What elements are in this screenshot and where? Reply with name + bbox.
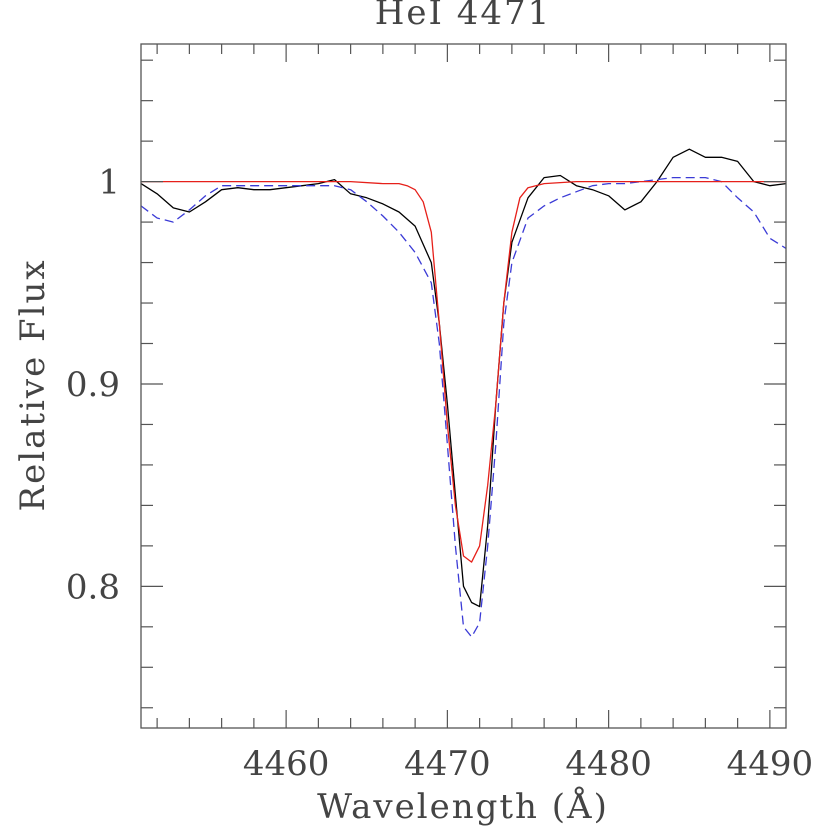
series-line-1	[140, 148, 787, 608]
x-tick-label: 4470	[404, 744, 491, 784]
x-tick-label: 4480	[565, 744, 652, 784]
y-tick-label: 0.9	[66, 365, 120, 405]
plot-frame	[140, 43, 787, 729]
y-tick-label: 1	[98, 163, 120, 203]
x-tick-label: 4490	[727, 744, 814, 784]
chart-title: HeI 4471	[375, 0, 552, 33]
tick-labels: 4460 4470 4480 4490 0.8 0.9 1	[66, 163, 813, 784]
series-layer	[140, 148, 787, 638]
series-line-3	[141, 180, 786, 563]
y-tick-label: 0.8	[66, 567, 120, 607]
y-axis-title: Relative Flux	[13, 258, 53, 511]
series-line-2	[140, 176, 787, 638]
x-tick-label: 4460	[243, 744, 330, 784]
tick-marks	[141, 44, 786, 728]
x-axis-title: Wavelength (Å)	[317, 786, 609, 827]
